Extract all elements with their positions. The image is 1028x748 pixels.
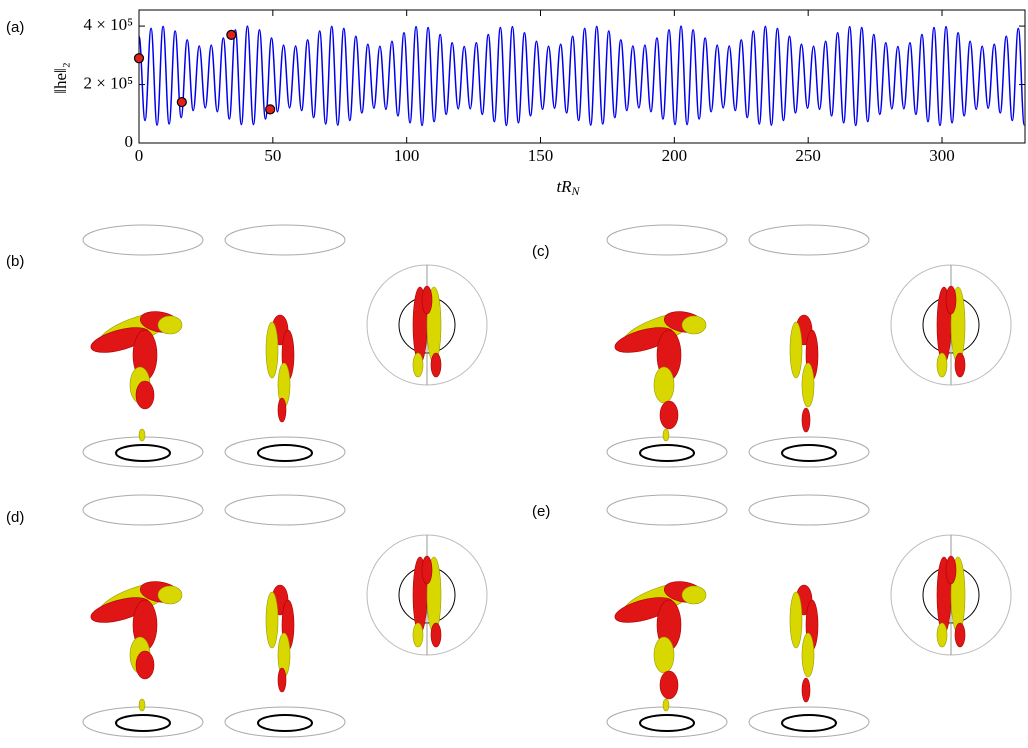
y-tick-label: 0 [125,132,134,151]
nozzle [782,715,836,731]
nozzle [258,445,312,461]
vortex-blob [139,429,145,441]
y-axis-label: ‖he‖₂ [51,62,70,94]
vortex-blob [937,623,947,647]
y-tick-label: 4 × 10⁵ [83,15,133,34]
vortex-blob [654,637,674,673]
x-axis-label: tRN [556,177,580,198]
nozzle [258,715,312,731]
vortex-blob [431,353,441,377]
vortex-blob [278,668,286,692]
figure: (a) (b) (c) (d) (e) ‖he‖₂ tRN 0 50 100 150 2… [0,0,1028,743]
vortex-blob [654,367,674,403]
vortex-blob [946,286,956,314]
domain-bottom [607,437,727,467]
vortex-blob [955,353,965,377]
marker [266,105,275,114]
domain-top [225,225,345,255]
vortex-blob [802,633,814,677]
domain-top [225,495,345,525]
vortex-blob [955,623,965,647]
vortex-blob [413,623,423,647]
panel-label: (b) [6,253,24,270]
vortex-blob [139,699,145,711]
domain-bottom [225,707,345,737]
vortex-blob [158,316,182,334]
nozzle [116,445,170,461]
vortex-blob [431,623,441,647]
vortex-blob [802,678,810,702]
marker [135,54,144,63]
domain-bottom [225,437,345,467]
domain-top [83,225,203,255]
panel-label: (a) [6,19,24,36]
vortex-blob [663,429,669,441]
domain-top [607,225,727,255]
vortex-blob [136,381,154,409]
vortex-blob [682,316,706,334]
x-tick-label: 200 [662,146,688,165]
vortex-blob [266,322,278,378]
vortex-blob [422,556,432,584]
vortex-blob [946,556,956,584]
vortex-blob [802,408,810,432]
vortex-blob [682,586,706,604]
vortex-blob [802,363,814,407]
domain-top [749,225,869,255]
vortex-blob [660,671,678,699]
domain-top [607,495,727,525]
domain-bottom [749,707,869,737]
x-tick-label: 0 [135,146,144,165]
nozzle [782,445,836,461]
x-label-main: tR [556,177,572,196]
panel-label: (d) [6,509,24,526]
vortex-blob [136,651,154,679]
domain-bottom [749,437,869,467]
vortex-blob [278,398,286,422]
vortex-blob [660,401,678,429]
domain-top [749,495,869,525]
panel-label: (e) [532,503,550,520]
domain-top [83,495,203,525]
domain-bottom [607,707,727,737]
y-tick-label: 2 × 10⁵ [83,73,133,92]
vortex-blob [790,592,802,648]
vortex-blob [158,586,182,604]
nozzle [640,715,694,731]
vortex-blob [790,322,802,378]
vortex-blob [422,286,432,314]
vortex-blob [937,353,947,377]
domain-bottom [83,707,203,737]
vortex-blob [266,592,278,648]
panel-label: (c) [532,243,550,260]
domain-bottom [83,437,203,467]
x-tick-label: 250 [795,146,821,165]
x-tick-label: 150 [528,146,554,165]
nozzle [640,445,694,461]
marker [227,30,236,39]
x-label-sub: N [571,184,581,198]
marker [177,98,186,107]
vortex-blob [663,699,669,711]
x-tick-label: 300 [929,146,955,165]
x-tick-label: 50 [264,146,281,165]
x-tick-label: 100 [394,146,420,165]
vortex-blob [413,353,423,377]
nozzle [116,715,170,731]
